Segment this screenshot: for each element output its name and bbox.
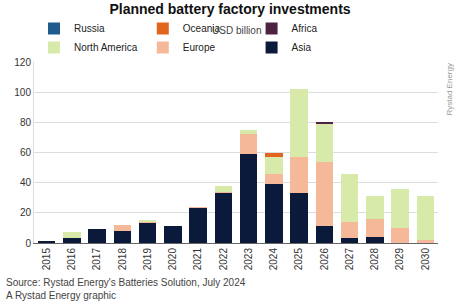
svg-text:100: 100: [14, 87, 31, 98]
svg-text:0: 0: [25, 238, 31, 249]
svg-text:2016: 2016: [66, 248, 77, 271]
svg-text:2018: 2018: [117, 248, 128, 271]
svg-text:Africa: Africa: [292, 23, 318, 34]
svg-text:2025: 2025: [293, 248, 304, 271]
svg-text:20: 20: [20, 207, 32, 218]
svg-text:A Rystad Energy graphic: A Rystad Energy graphic: [6, 290, 116, 301]
svg-text:2023: 2023: [243, 248, 254, 271]
svg-text:USD billion: USD billion: [212, 25, 261, 36]
svg-text:2021: 2021: [192, 248, 203, 271]
svg-text:2024: 2024: [268, 248, 279, 271]
svg-text:2017: 2017: [91, 248, 102, 271]
svg-text:2026: 2026: [319, 248, 330, 271]
svg-text:120: 120: [14, 57, 31, 68]
svg-text:Source: Rystad Energy's Batter: Source: Rystad Energy's Batteries Soluti…: [6, 277, 246, 288]
svg-text:40: 40: [20, 177, 32, 188]
svg-text:North America: North America: [74, 42, 138, 53]
svg-text:2027: 2027: [344, 248, 355, 271]
svg-text:Planned battery factory invest: Planned battery factory investments: [109, 1, 350, 17]
svg-text:2019: 2019: [142, 248, 153, 271]
svg-text:2015: 2015: [41, 248, 52, 271]
svg-text:Asia: Asia: [292, 42, 312, 53]
svg-text:2028: 2028: [369, 248, 380, 271]
svg-text:2029: 2029: [394, 248, 405, 271]
svg-text:Rystad Energy: Rystad Energy: [445, 63, 454, 115]
svg-text:2020: 2020: [167, 248, 178, 271]
svg-text:Europe: Europe: [183, 42, 216, 53]
svg-text:80: 80: [20, 117, 32, 128]
svg-text:Oceania: Oceania: [183, 23, 221, 34]
svg-text:2030: 2030: [420, 248, 431, 271]
svg-text:60: 60: [20, 147, 32, 158]
svg-text:2022: 2022: [218, 248, 229, 271]
svg-text:Russia: Russia: [74, 23, 105, 34]
